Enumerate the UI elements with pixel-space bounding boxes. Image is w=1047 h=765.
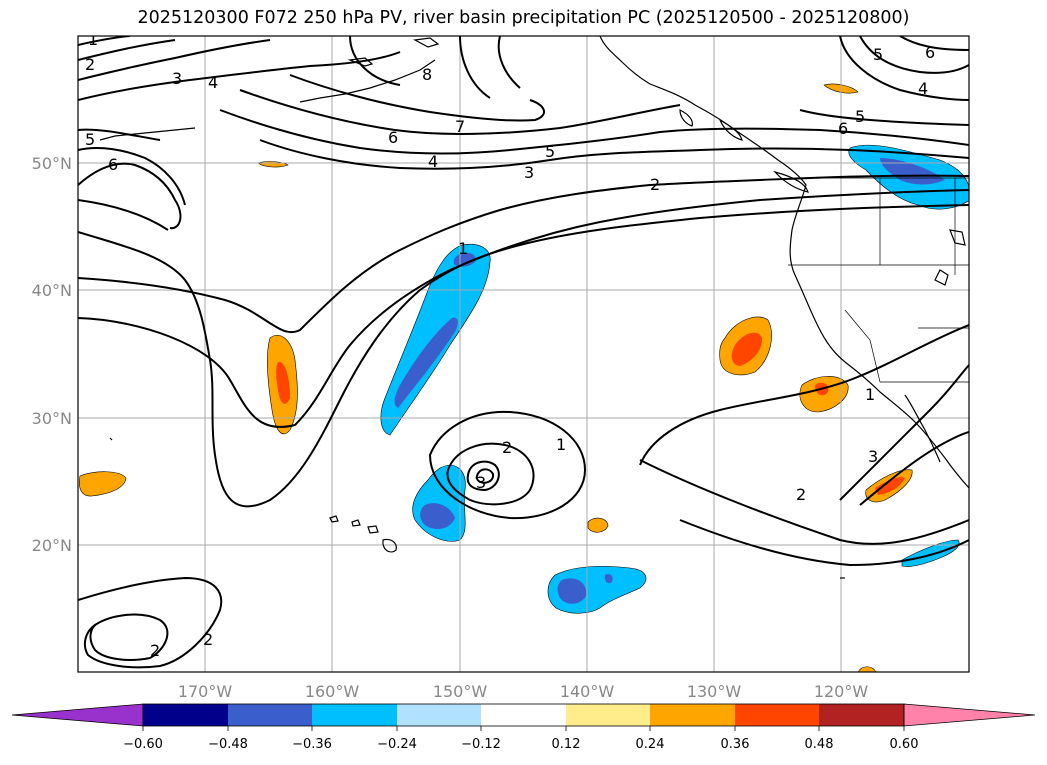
contour-label: 6 xyxy=(925,43,935,62)
contour-label: 8 xyxy=(422,65,432,84)
contour-label: 5 xyxy=(873,45,883,64)
precip-negative-core xyxy=(394,317,458,408)
contour-label: 5 xyxy=(545,142,555,161)
colorbar-tick-label: −0.24 xyxy=(377,737,417,752)
lon-label-170w: 170°W xyxy=(178,682,233,701)
precip-negative-core xyxy=(420,503,455,530)
coastlines xyxy=(99,36,969,579)
precip-positive-core xyxy=(731,332,763,366)
colorbar-tick-label: 0.24 xyxy=(636,737,665,752)
contour-label: 7 xyxy=(455,117,465,136)
lat-label-30n: 30°N xyxy=(32,409,72,428)
contour-label: 6 xyxy=(108,155,118,174)
precip-positive-core xyxy=(276,361,290,404)
colorbar-segment xyxy=(143,704,228,726)
precip-positive-region xyxy=(257,161,289,168)
contour-label: 2 xyxy=(502,438,512,457)
precip-positive-core xyxy=(875,477,905,495)
lat-label-40n: 40°N xyxy=(32,281,72,300)
colorbar: −0.60 −0.48 −0.36 −0.24 −0.12 0.12 0.24 … xyxy=(11,703,1036,752)
contour-label: 3 xyxy=(476,473,486,492)
colorbar-tick-label: 0.60 xyxy=(890,737,919,752)
precip-positive-region xyxy=(857,666,877,672)
contour-label: 1 xyxy=(458,239,468,258)
colorbar-segment xyxy=(397,704,481,726)
colorbar-tick-label: 0.36 xyxy=(721,737,750,752)
lon-label-130w: 130°W xyxy=(687,682,742,701)
colorbar-tick-label: 0.12 xyxy=(552,737,581,752)
colorbar-segment xyxy=(481,704,566,726)
colorbar-frame xyxy=(142,703,905,727)
precip-negative-core xyxy=(453,252,476,267)
contour-label: 4 xyxy=(428,152,438,171)
colorbar-tick-label: −0.48 xyxy=(208,737,248,752)
contour-label: 1 xyxy=(556,435,566,454)
contour-label: 2 xyxy=(650,175,660,194)
lon-label-150w: 150°W xyxy=(433,682,488,701)
contour-label: 5 xyxy=(85,130,95,149)
precip-positive-region xyxy=(587,517,609,533)
precip-negative-region xyxy=(901,539,960,567)
precip-positive-region xyxy=(79,471,127,497)
contour-label: 1 xyxy=(865,385,875,404)
colorbar-segment xyxy=(566,704,650,726)
contour-label: 3 xyxy=(172,69,182,88)
colorbar-segment xyxy=(312,704,397,726)
precipitation-shading xyxy=(79,83,969,672)
contour-label: 4 xyxy=(208,73,218,92)
colorbar-tick-label: −0.60 xyxy=(123,737,163,752)
map-title: 2025120300 F072 250 hPa PV, river basin … xyxy=(137,8,910,28)
lat-label-20n: 20°N xyxy=(32,536,72,555)
lat-label-50n: 50°N xyxy=(32,154,72,173)
lon-label-160w: 160°W xyxy=(305,682,360,701)
precip-negative-region xyxy=(412,464,466,542)
contour-label: 2 xyxy=(150,641,160,660)
colorbar-segment xyxy=(735,704,819,726)
colorbar-segment xyxy=(650,704,735,726)
pv-contours xyxy=(78,36,969,669)
colorbar-tick-label: −0.12 xyxy=(461,737,501,752)
contour-label: 3 xyxy=(524,163,534,182)
contour-label: 2 xyxy=(203,630,213,649)
lon-label-140w: 140°W xyxy=(560,682,615,701)
contour-label: 4 xyxy=(918,79,928,98)
contour-label: 5 xyxy=(855,107,865,126)
contour-label: 3 xyxy=(868,447,878,466)
colorbar-extend-low xyxy=(11,703,144,727)
precip-negative-core xyxy=(557,578,587,604)
colorbar-tick-label: −0.36 xyxy=(292,737,332,752)
lon-label-120w: 120°W xyxy=(814,682,869,701)
precip-negative-core xyxy=(604,573,613,584)
contour-label: 6 xyxy=(838,119,848,138)
contour-label: 6 xyxy=(388,128,398,147)
contour-label: 2 xyxy=(85,55,95,74)
contour-labels: 1 2 3 4 5 6 5 6 4 3 2 7 6 5 4 6 5 1 2 1 … xyxy=(85,30,935,660)
contour-label: 2 xyxy=(796,485,806,504)
colorbar-segment xyxy=(819,704,904,726)
contour-label: 1 xyxy=(88,30,98,49)
colorbar-extend-high xyxy=(903,703,1036,727)
colorbar-segment xyxy=(228,704,312,726)
map-frame xyxy=(77,35,970,673)
colorbar-tick-label: 0.48 xyxy=(805,737,834,752)
